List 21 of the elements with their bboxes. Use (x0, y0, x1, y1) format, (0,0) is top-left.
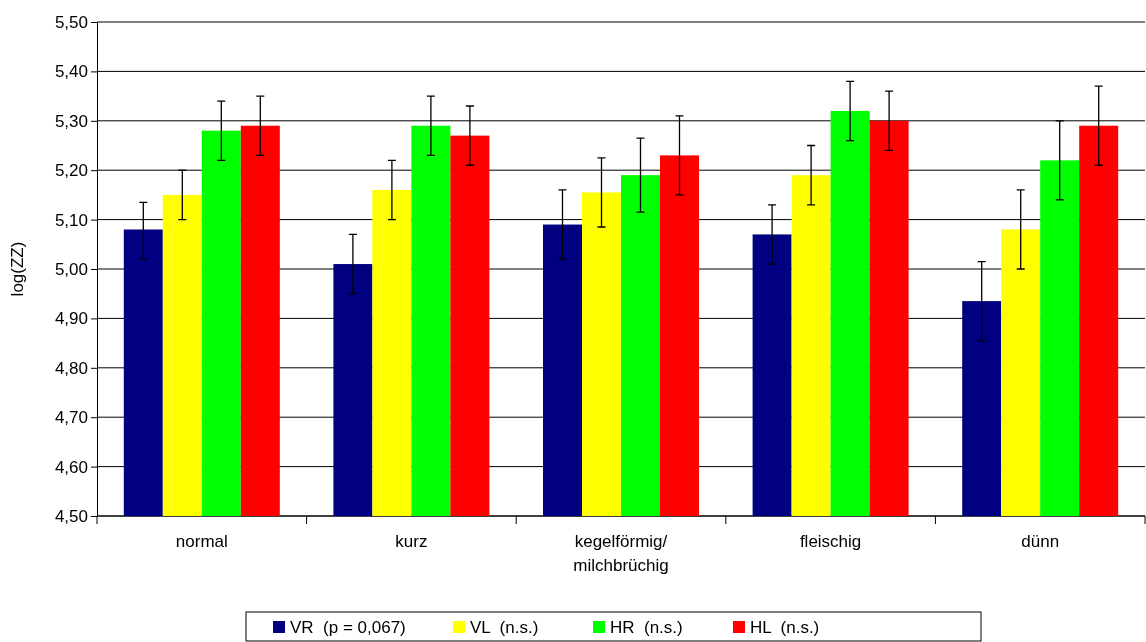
y-tick-label: 5,40 (54, 62, 88, 82)
y-tick-label: 4,80 (54, 358, 88, 378)
y-tick-label: 5,00 (54, 259, 88, 279)
y-tick-label: 5,30 (54, 111, 88, 131)
legend-label: VL (n.s.) (470, 618, 539, 637)
y-tick-label: 4,60 (54, 457, 88, 477)
x-tick-label: dünn (1021, 532, 1060, 551)
y-tick-label: 4,90 (54, 309, 88, 329)
x-tick-label: fleischig (799, 532, 862, 551)
legend-label: HR (n.s.) (610, 618, 683, 637)
y-tick-label: 4,70 (54, 408, 88, 428)
y-tick-label: 5,50 (54, 12, 88, 32)
x-tick-label: kegelförmig/milchbrüchig (573, 532, 669, 575)
y-tick-label: 5,10 (54, 210, 88, 230)
x-tick-label: normal (175, 532, 228, 551)
x-tick-label: kurz (395, 532, 428, 551)
y-axis-title: log(ZZ) (8, 241, 27, 297)
y-tick-label: 4,50 (54, 506, 88, 526)
legend-label: HL (n.s.) (750, 618, 820, 637)
y-tick-label: 5,20 (54, 161, 88, 181)
legend-label: VR (p = 0,067) (290, 618, 406, 637)
